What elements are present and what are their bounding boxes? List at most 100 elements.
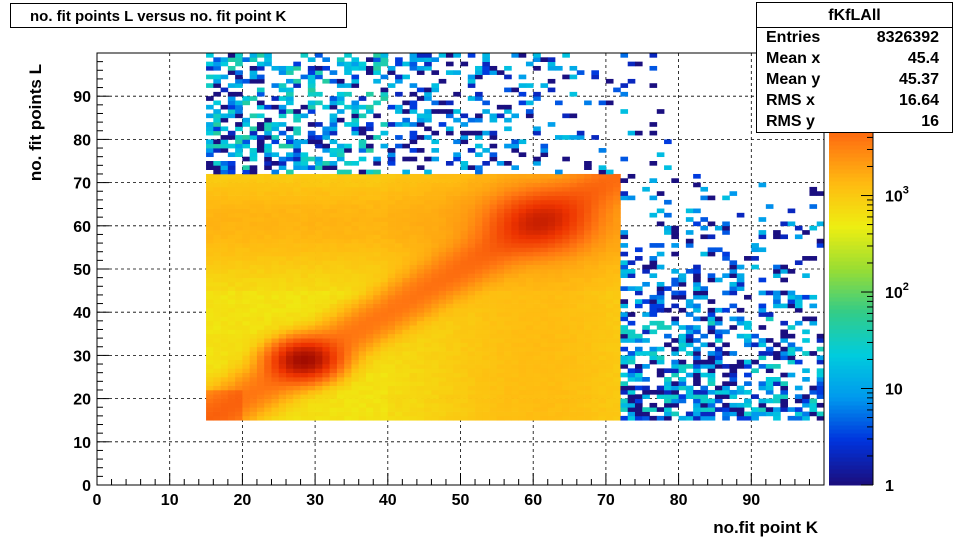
heatmap-cell: [453, 256, 461, 261]
palette-step: [829, 465, 873, 470]
heatmap-cell: [591, 312, 599, 317]
heatmap-cell: [206, 217, 214, 222]
heatmap-cell: [605, 260, 614, 266]
heatmap-cell: [438, 269, 447, 274]
heatmap-cell: [278, 165, 287, 170]
heatmap-cell: [235, 415, 243, 421]
heatmap-cell: [591, 186, 599, 192]
heatmap-cell: [758, 411, 767, 417]
heatmap-cell: [605, 407, 614, 412]
heatmap-cell: [584, 364, 592, 369]
heatmap-cell: [656, 346, 665, 352]
heatmap-cell: [424, 247, 432, 253]
heatmap-cell: [598, 182, 607, 188]
heatmap-cell: [387, 161, 396, 166]
heatmap-cell: [395, 230, 403, 235]
heatmap-cell: [387, 217, 396, 222]
heatmap-cell: [373, 290, 381, 296]
heatmap-cell: [511, 208, 520, 214]
heatmap-cell: [322, 303, 330, 309]
heatmap-cell: [438, 411, 447, 417]
heatmap-cell: [322, 165, 330, 170]
heatmap-cell: [496, 338, 505, 343]
heatmap-cell: [555, 377, 563, 382]
heatmap-cell: [496, 316, 505, 322]
heatmap-cell: [424, 61, 432, 67]
heatmap-cell: [773, 303, 781, 309]
heatmap-cell: [395, 394, 403, 399]
heatmap-cell: [380, 368, 389, 374]
heatmap-cell: [271, 135, 280, 140]
heatmap-cell: [256, 377, 265, 382]
heatmap-cell: [358, 329, 367, 335]
heatmap-cell: [300, 312, 309, 317]
heatmap-cell: [402, 273, 410, 278]
heatmap-cell: [518, 139, 527, 145]
heatmap-cell: [373, 281, 381, 287]
heatmap-cell: [256, 234, 265, 240]
heatmap-cell: [431, 312, 440, 317]
heatmap-cell: [300, 394, 309, 399]
heatmap-cell: [598, 148, 607, 153]
heatmap-cell: [569, 182, 578, 188]
heatmap-cell: [416, 355, 425, 361]
heatmap-cell: [729, 316, 738, 322]
heatmap-cell: [722, 342, 730, 348]
heatmap-cell: [460, 325, 469, 330]
heatmap-cell: [482, 372, 490, 378]
y-tick-label: 80: [73, 132, 91, 149]
heatmap-cell: [525, 381, 534, 386]
heatmap-cell: [409, 299, 418, 304]
heatmap-cell: [206, 260, 214, 266]
heatmap-cell: [518, 243, 527, 248]
heatmap-cell: [540, 338, 549, 343]
heatmap-cell: [206, 389, 214, 395]
heatmap-cell: [278, 294, 287, 300]
heatmap-cell: [467, 277, 476, 283]
heatmap-cell: [242, 165, 251, 170]
heatmap-cell: [540, 407, 549, 412]
heatmap-cell: [729, 191, 738, 196]
heatmap-cell: [780, 338, 788, 343]
heatmap-cell: [518, 368, 527, 374]
heatmap-cell: [540, 385, 549, 391]
heatmap-cell: [293, 243, 301, 248]
heatmap-cell: [460, 173, 469, 179]
heatmap-cell: [453, 312, 461, 317]
palette-step: [829, 461, 873, 466]
heatmap-cell: [409, 398, 418, 404]
heatmap-cell: [242, 389, 251, 395]
heatmap-cell: [249, 381, 258, 386]
heatmap-cell: [598, 381, 607, 386]
heatmap-cell: [576, 247, 585, 253]
heatmap-cell: [489, 243, 498, 248]
heatmap-cell: [409, 303, 418, 309]
heatmap-cell: [744, 256, 752, 261]
heatmap-cell: [547, 273, 556, 278]
heatmap-cell: [256, 299, 265, 304]
heatmap-cell: [584, 243, 592, 248]
heatmap-cell: [431, 148, 440, 153]
heatmap-cell: [424, 351, 432, 356]
heatmap-cell: [460, 61, 469, 67]
heatmap-cell: [380, 364, 389, 369]
heatmap-cell: [387, 204, 396, 209]
heatmap-cell: [315, 247, 323, 253]
heatmap-cell: [416, 407, 425, 412]
heatmap-cell: [220, 217, 229, 222]
heatmap-cell: [496, 372, 505, 378]
heatmap-cell: [358, 286, 367, 291]
heatmap-cell: [576, 329, 585, 335]
heatmap-cell: [518, 320, 527, 326]
heatmap-cell: [555, 368, 563, 374]
heatmap-cell: [511, 333, 520, 339]
heatmap-cell: [380, 91, 389, 97]
heatmap-cell: [540, 415, 549, 421]
heatmap-cell: [242, 312, 251, 317]
heatmap-cell: [591, 178, 599, 183]
heatmap-cell: [525, 320, 534, 326]
heatmap-cell: [671, 394, 679, 399]
heatmap-cell: [358, 204, 367, 209]
heatmap-cell: [511, 394, 520, 399]
heatmap-cell: [453, 351, 461, 356]
